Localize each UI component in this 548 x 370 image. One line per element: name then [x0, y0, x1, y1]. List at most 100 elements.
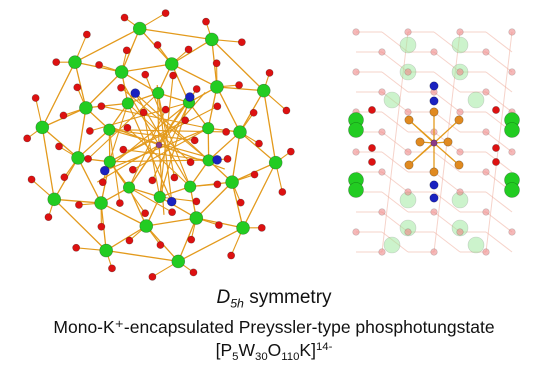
chemical-formula: [P5W30O110K]14-: [0, 340, 548, 363]
bond: [433, 91, 461, 113]
bond: [216, 86, 241, 133]
phosphorus-atom: [429, 107, 439, 117]
oxygen-atom-faded: [456, 188, 464, 196]
bond: [195, 181, 233, 219]
bridging-atom: [429, 193, 439, 203]
formula-w-count: 30: [255, 350, 268, 363]
oxygen-atom-faded: [378, 48, 386, 56]
symmetry-caption: D5h symmetry: [0, 287, 548, 309]
oxygen-atom: [82, 30, 91, 39]
oxygen-atom-faded: [352, 28, 360, 36]
phosphorus-atom: [415, 137, 425, 147]
tungsten-atom-faded: [399, 36, 417, 54]
tungsten-atom: [153, 190, 166, 204]
tungsten-atom: [184, 180, 197, 193]
bond: [381, 151, 409, 173]
oxygen-atom: [237, 38, 246, 47]
oxygen-atom: [255, 139, 263, 148]
oxygen-atom: [286, 147, 295, 156]
oxygen-atom: [148, 176, 157, 185]
formula-charge: 14-: [315, 340, 333, 353]
bond: [109, 129, 218, 161]
oxygen-atom: [161, 105, 170, 114]
oxygen-atom: [141, 70, 150, 79]
tungsten-atom: [79, 101, 93, 115]
tungsten-atom: [47, 192, 62, 207]
oxygen-atom: [257, 223, 266, 232]
bond: [211, 39, 265, 92]
bond: [41, 61, 76, 128]
tungsten-atom: [99, 243, 113, 258]
bond: [139, 27, 212, 41]
bond: [381, 191, 409, 213]
phosphorus-atom: [454, 160, 464, 170]
tungsten-atom: [121, 97, 134, 110]
oxygen-atom-faded: [482, 48, 490, 56]
bond: [146, 217, 197, 227]
bond: [433, 171, 461, 193]
oxygen-atom: [190, 136, 199, 145]
bond: [134, 92, 210, 161]
bond: [171, 63, 218, 88]
oxygen-atom-faded: [352, 68, 360, 76]
oxygen-atom-faded: [404, 148, 412, 156]
bond: [77, 129, 110, 159]
bond: [381, 171, 409, 193]
oxygen-atom: [141, 209, 150, 218]
oxygen-atom-faded: [404, 108, 412, 116]
oxygen-atom: [97, 222, 106, 231]
bond: [433, 151, 461, 173]
tungsten-atom-faded: [383, 91, 401, 109]
phosphorus-atom: [454, 115, 464, 125]
oxygen-atom: [60, 173, 69, 182]
oxygen-atom-faded: [508, 28, 516, 36]
tungsten-atom: [504, 122, 520, 138]
oxygen-atom: [212, 59, 221, 68]
bond: [53, 198, 107, 251]
oxygen-atom: [97, 102, 106, 111]
bond: [105, 225, 147, 252]
tungsten-atom: [504, 182, 520, 198]
bond: [231, 131, 241, 183]
tungsten-atom: [164, 57, 179, 71]
bridging-atom: [429, 81, 439, 91]
formula-o-count: 110: [281, 350, 300, 363]
oxygen-atom: [125, 236, 134, 245]
tungsten-atom: [189, 211, 204, 225]
oxygen-atom: [170, 173, 179, 182]
oxygen-atom: [44, 213, 53, 222]
formula-open: [P: [215, 340, 233, 360]
bond: [177, 217, 197, 262]
bond: [85, 102, 128, 109]
tungsten-atom: [114, 65, 129, 79]
oxygen-atom: [278, 188, 287, 196]
bond: [408, 119, 435, 143]
bond: [109, 129, 195, 141]
bond: [127, 102, 191, 163]
oxygen-atom: [223, 154, 232, 163]
tungsten-atom-faded: [451, 219, 469, 237]
oxygen-atom: [122, 46, 131, 55]
tungsten-atom: [171, 254, 186, 269]
tungsten-atom-faded: [467, 91, 485, 109]
bond: [381, 111, 409, 133]
oxygen-atom: [117, 83, 125, 92]
bond: [157, 92, 175, 178]
tungsten-atom: [122, 181, 136, 194]
oxygen-atom-faded: [430, 48, 438, 56]
bond: [127, 127, 191, 188]
oxygen-atom-faded: [378, 168, 386, 176]
oxygen-atom: [59, 111, 68, 120]
tungsten-atom: [139, 219, 154, 233]
bond: [177, 227, 244, 262]
potassium-atom: [155, 141, 163, 149]
oxygen-atom: [492, 106, 500, 114]
formula-w: W: [238, 340, 256, 360]
oxygen-atom: [128, 165, 137, 174]
tungsten-atom: [348, 122, 364, 138]
tungsten-atom-faded: [467, 236, 485, 254]
bond: [433, 119, 460, 144]
oxygen-atom-faded: [456, 28, 464, 36]
oxygen-atom-faded: [378, 128, 386, 136]
oxygen-atom: [119, 145, 128, 154]
